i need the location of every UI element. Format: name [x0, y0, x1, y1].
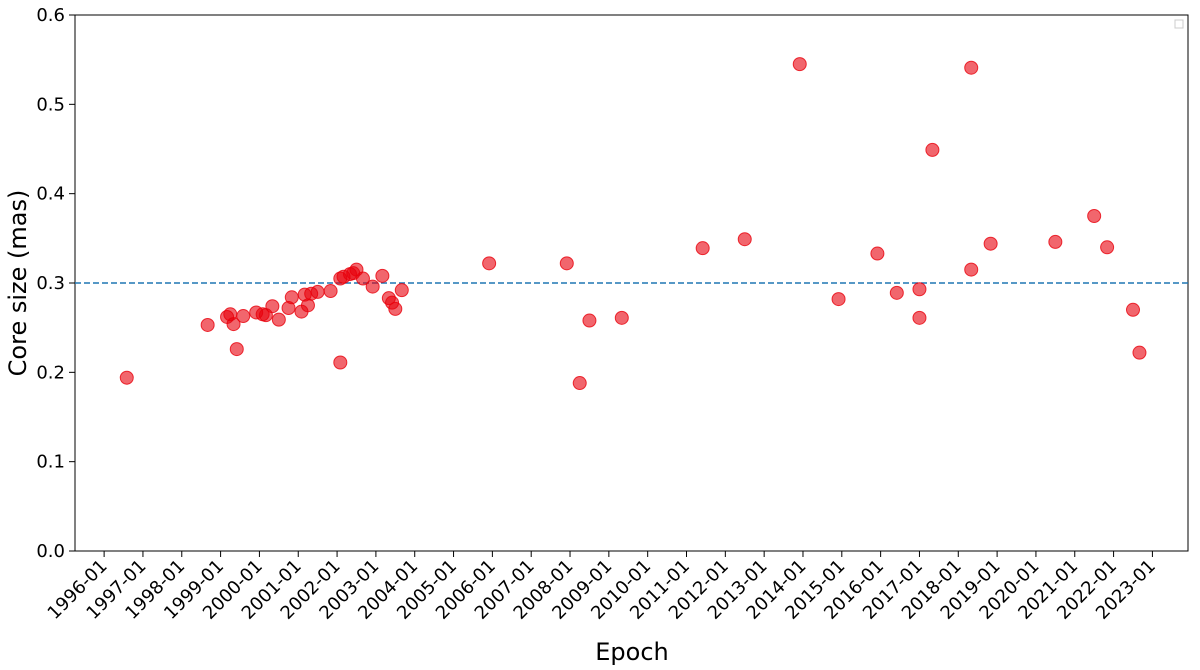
data-point	[582, 313, 597, 328]
legend-box	[1174, 19, 1184, 29]
data-point	[200, 317, 215, 332]
data-point	[119, 370, 134, 385]
y-tick-label: 0.6	[36, 5, 65, 26]
data-point	[265, 299, 280, 314]
data-point	[310, 284, 325, 299]
data-point	[365, 279, 380, 294]
data-point	[737, 232, 752, 247]
data-point	[1087, 209, 1102, 223]
x-axis-title: Epoch	[595, 638, 669, 666]
data-point	[355, 271, 370, 286]
data-point	[394, 283, 409, 298]
data-point	[1100, 240, 1115, 255]
y-tick-label: 0.2	[36, 362, 65, 383]
data-point	[614, 310, 629, 325]
data-point	[323, 284, 338, 299]
data-point	[889, 285, 904, 300]
data-point	[983, 236, 998, 251]
data-point	[1125, 302, 1140, 317]
data-point	[831, 292, 846, 307]
y-tick-label: 0.4	[36, 184, 65, 205]
data-point	[1048, 234, 1063, 249]
data-point	[284, 290, 299, 305]
data-point	[695, 241, 710, 256]
data-point	[870, 246, 885, 261]
data-point	[912, 282, 927, 297]
data-point	[482, 256, 497, 271]
y-tick-label: 0.0	[36, 541, 65, 562]
data-point	[925, 142, 940, 157]
data-point	[1132, 345, 1147, 360]
data-point	[964, 60, 979, 75]
data-point	[236, 309, 251, 324]
data-point	[559, 256, 574, 271]
data-point	[229, 342, 244, 357]
y-axis-title: Core size (mas)	[4, 190, 32, 377]
data-point	[912, 310, 927, 325]
data-point	[271, 312, 286, 327]
data-point	[375, 268, 390, 283]
data-point	[388, 301, 403, 316]
data-point	[964, 262, 979, 277]
y-tick-label: 0.3	[36, 273, 65, 294]
y-tick-label: 0.1	[36, 452, 65, 473]
y-tick-label: 0.5	[36, 94, 65, 115]
data-point	[572, 376, 587, 391]
data-point	[792, 57, 807, 72]
data-point	[226, 317, 241, 332]
data-point	[333, 355, 348, 370]
data-point	[300, 298, 315, 313]
